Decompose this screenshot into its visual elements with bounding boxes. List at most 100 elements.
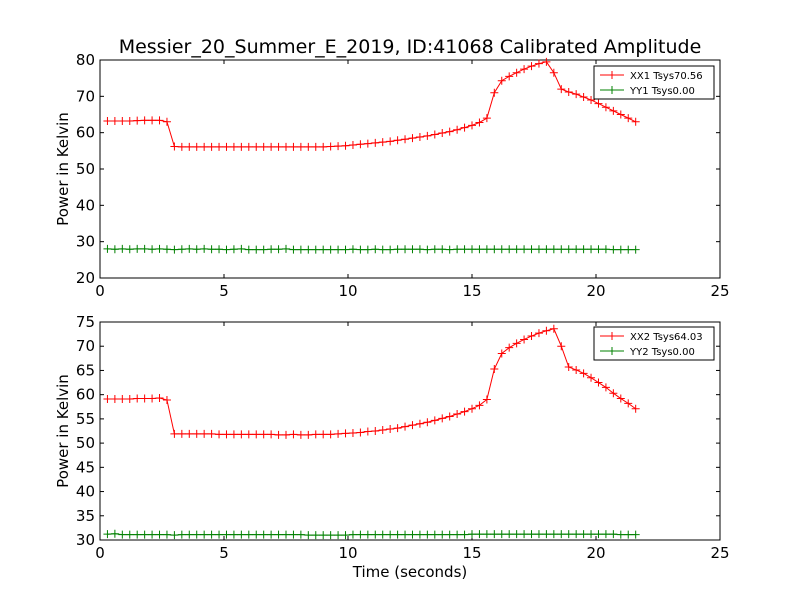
y-axis-label: Power in Kelvin	[54, 112, 72, 226]
data-point	[259, 530, 268, 539]
data-point	[408, 530, 417, 539]
y-tick-label: 50	[76, 434, 95, 452]
data-point	[118, 117, 127, 126]
data-point	[631, 530, 640, 539]
data-point	[587, 373, 596, 382]
x-tick-label: 0	[95, 544, 105, 562]
y-tick-label: 40	[76, 483, 95, 501]
axes-frame	[99, 321, 721, 541]
data-point	[423, 530, 432, 539]
data-point	[259, 245, 268, 254]
data-point	[348, 530, 357, 539]
data-point	[482, 530, 491, 539]
legend-label: YY1 Tsys0.00	[629, 86, 695, 97]
data-point	[326, 430, 335, 439]
data-point	[177, 530, 186, 539]
data-point	[148, 245, 157, 254]
data-point	[207, 245, 216, 254]
data-point	[192, 530, 201, 539]
data-point	[356, 428, 365, 437]
data-point	[110, 529, 119, 538]
x-tick-label: 15	[462, 544, 481, 562]
data-point	[289, 430, 298, 439]
data-point	[282, 430, 290, 439]
data-point	[155, 394, 164, 403]
data-point	[148, 530, 157, 539]
data-point	[564, 87, 573, 96]
data-point	[200, 429, 209, 438]
data-point	[482, 114, 491, 123]
data-point	[408, 134, 417, 143]
data-point	[505, 343, 514, 352]
data-point	[512, 339, 521, 348]
data-point	[393, 136, 402, 145]
data-point	[334, 245, 343, 254]
data-point	[430, 130, 439, 139]
data-point	[624, 114, 633, 123]
series-yy1	[103, 244, 640, 254]
data-point	[289, 142, 298, 151]
data-point	[341, 141, 350, 150]
data-point	[557, 530, 566, 539]
data-point	[319, 245, 328, 254]
data-point	[125, 530, 134, 539]
data-point	[609, 530, 618, 539]
data-point	[267, 142, 276, 151]
data-point	[594, 530, 603, 539]
data-point	[267, 530, 276, 539]
data-point	[229, 530, 238, 539]
data-point	[557, 342, 566, 351]
data-point	[527, 62, 536, 71]
data-point	[438, 530, 447, 539]
data-point	[207, 142, 216, 151]
data-point	[601, 530, 610, 539]
data-point	[334, 142, 343, 151]
data-point	[363, 245, 372, 254]
data-point	[482, 245, 491, 254]
data-point	[140, 394, 149, 403]
data-point	[274, 430, 283, 439]
data-point	[520, 65, 529, 74]
data-point	[542, 245, 551, 254]
data-point	[527, 332, 536, 341]
data-point	[475, 530, 484, 539]
x-tick-label: 5	[219, 544, 229, 562]
data-point	[215, 142, 224, 151]
data-point	[445, 412, 454, 421]
y-tick-label: 35	[76, 507, 95, 525]
data-point	[430, 416, 439, 425]
data-point	[624, 245, 633, 254]
data-point	[252, 245, 261, 254]
data-point	[259, 142, 268, 151]
data-point	[229, 245, 238, 254]
data-point	[378, 530, 387, 539]
data-point	[222, 530, 231, 539]
data-point	[185, 429, 194, 438]
y-tick-label: 70	[76, 337, 95, 355]
data-point	[110, 245, 119, 254]
data-point	[549, 68, 558, 77]
data-point	[237, 142, 246, 151]
data-point	[200, 142, 209, 151]
data-point	[490, 245, 499, 254]
data-point	[475, 118, 484, 127]
data-point	[311, 142, 320, 151]
x-tick-label: 20	[586, 282, 605, 300]
data-point	[468, 530, 476, 539]
data-point	[162, 117, 171, 126]
data-point	[527, 530, 536, 539]
data-point	[497, 245, 506, 254]
data-point	[460, 407, 469, 416]
data-point	[348, 141, 357, 150]
data-point	[378, 138, 387, 147]
data-point	[415, 245, 424, 254]
data-point	[572, 245, 581, 254]
data-point	[110, 117, 119, 126]
y-tick-label: 20	[76, 269, 95, 287]
data-point	[207, 429, 216, 438]
data-point	[155, 244, 164, 253]
x-tick-label: 15	[462, 282, 481, 300]
data-point	[341, 531, 350, 540]
data-point	[587, 530, 596, 539]
data-point	[631, 117, 640, 126]
